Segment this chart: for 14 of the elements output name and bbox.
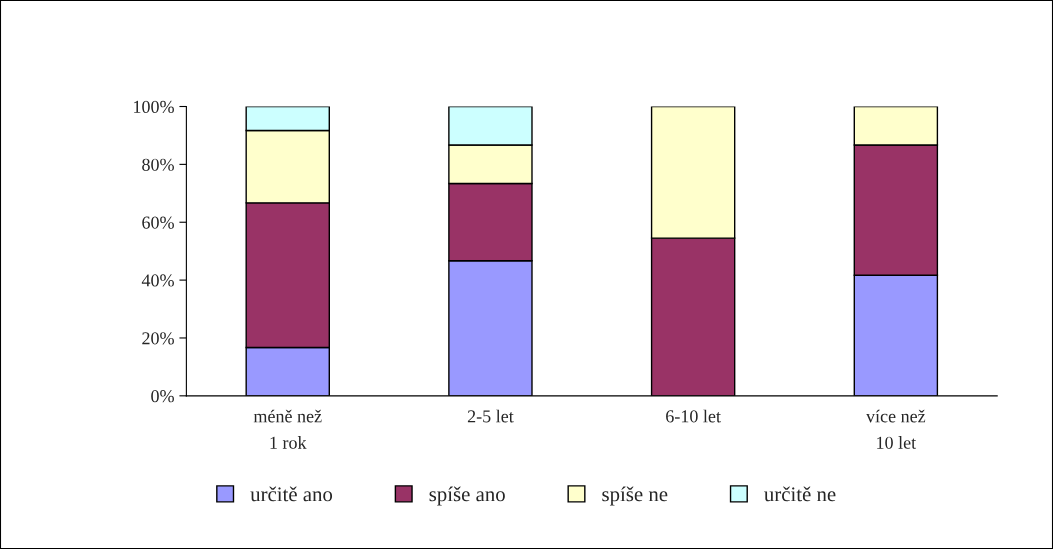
y-tick-label: 60% (142, 216, 174, 229)
y-tick-label: 0% (151, 390, 174, 403)
x-tick-label: 6-10 let (666, 409, 721, 423)
legend-label: spíše ano (429, 486, 505, 506)
y-tick-label: 40% (141, 274, 174, 287)
legend-label: určitě ano (250, 486, 333, 502)
x-tick-label: 2-5 let (467, 409, 514, 423)
y-tick-label: 100% (134, 100, 174, 114)
x-tick-label: více než 10 let (866, 409, 926, 449)
legend-label: určitě ne (764, 486, 836, 502)
y-tick-label: 80% (142, 158, 174, 171)
y-tick-label: 20% (142, 332, 174, 345)
x-tick-label: méně než 1 rok (253, 409, 322, 449)
legend-label: spíše ne (602, 486, 668, 506)
